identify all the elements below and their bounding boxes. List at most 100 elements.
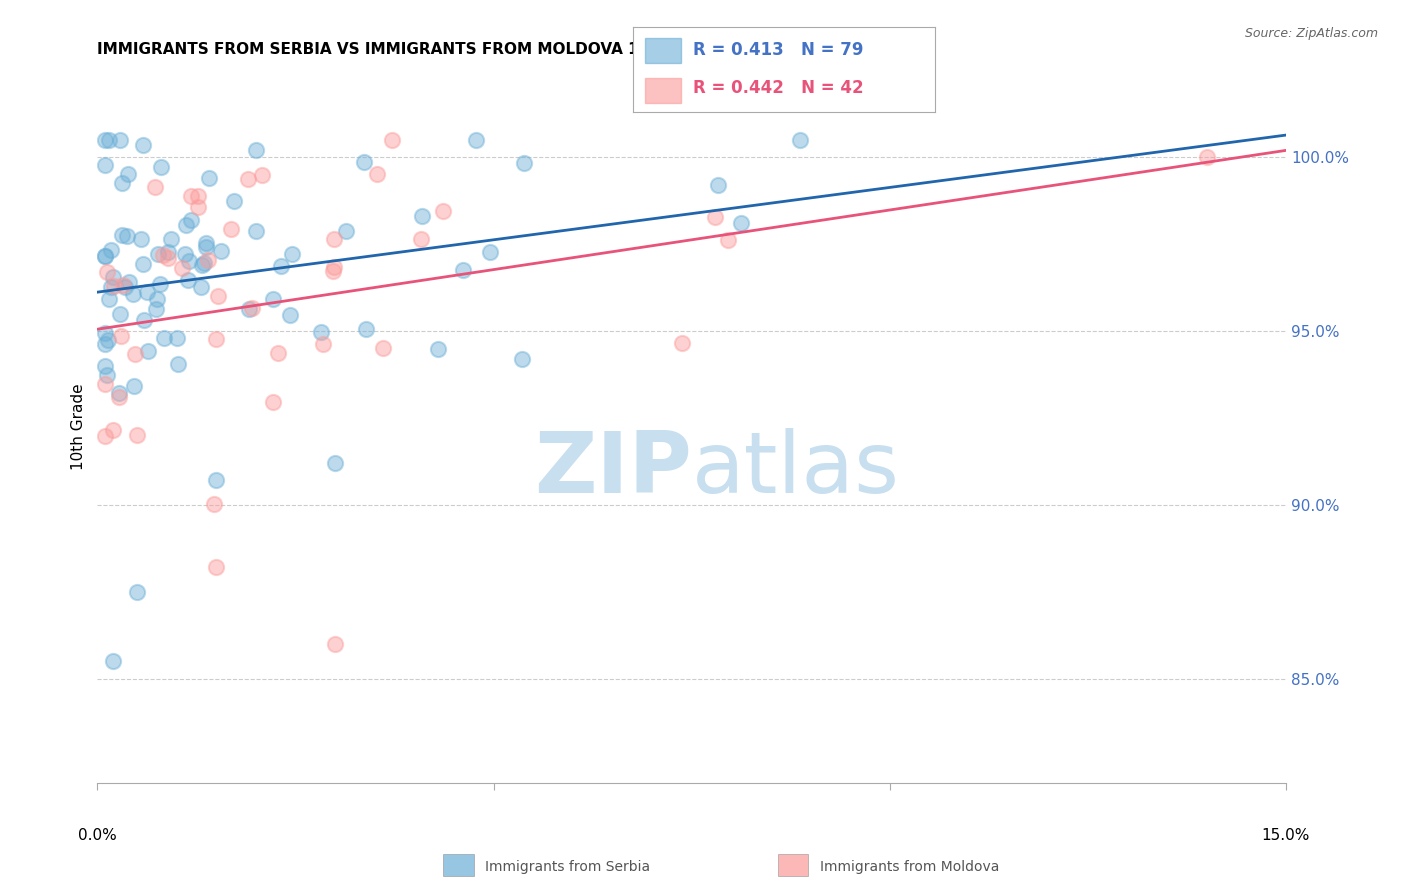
Point bbox=[240, 301, 263, 315]
Point bbox=[96, 368, 118, 383]
Point bbox=[174, 247, 197, 261]
Point bbox=[262, 292, 284, 306]
Point bbox=[124, 347, 146, 361]
Point bbox=[96, 265, 118, 279]
Point bbox=[176, 218, 198, 232]
Point bbox=[94, 359, 117, 374]
Point bbox=[94, 158, 117, 172]
Point bbox=[309, 325, 332, 339]
Point bbox=[730, 216, 752, 230]
Text: Immigrants from Serbia: Immigrants from Serbia bbox=[485, 860, 650, 874]
Point bbox=[172, 260, 194, 275]
Point bbox=[411, 232, 433, 246]
Point bbox=[205, 474, 228, 488]
Point bbox=[245, 143, 267, 157]
Point bbox=[132, 138, 155, 153]
Point bbox=[129, 232, 152, 246]
Point bbox=[124, 378, 146, 392]
Point bbox=[323, 456, 346, 470]
Point bbox=[177, 253, 200, 268]
Point bbox=[197, 252, 219, 267]
Point bbox=[110, 329, 132, 343]
Point bbox=[111, 176, 134, 190]
Point bbox=[125, 428, 148, 442]
Point bbox=[114, 280, 136, 294]
FancyBboxPatch shape bbox=[645, 78, 681, 103]
Point bbox=[149, 277, 172, 292]
Text: 0.0%: 0.0% bbox=[77, 828, 117, 843]
Point bbox=[159, 232, 181, 246]
Point bbox=[250, 168, 273, 182]
Point bbox=[187, 188, 209, 202]
Point bbox=[150, 160, 173, 174]
Point bbox=[354, 321, 377, 335]
Point bbox=[94, 133, 117, 147]
Point bbox=[94, 249, 117, 263]
Point bbox=[146, 292, 169, 306]
Point bbox=[312, 337, 335, 351]
Point bbox=[94, 249, 117, 263]
Point bbox=[366, 167, 388, 181]
Point bbox=[145, 302, 167, 317]
Point bbox=[103, 279, 125, 293]
Point bbox=[100, 280, 122, 294]
Point bbox=[157, 244, 180, 259]
Point bbox=[207, 289, 229, 303]
Point bbox=[108, 133, 131, 147]
Point bbox=[411, 210, 433, 224]
Point bbox=[136, 285, 159, 300]
Text: R = 0.442   N = 42: R = 0.442 N = 42 bbox=[693, 78, 863, 96]
Point bbox=[108, 307, 131, 321]
Text: 15.0%: 15.0% bbox=[1261, 828, 1310, 843]
Point bbox=[704, 210, 727, 224]
Point bbox=[100, 243, 122, 257]
Point bbox=[204, 332, 226, 346]
Point bbox=[108, 386, 131, 401]
Text: IMMIGRANTS FROM SERBIA VS IMMIGRANTS FROM MOLDOVA 10TH GRADE CORRELATION CHART: IMMIGRANTS FROM SERBIA VS IMMIGRANTS FRO… bbox=[97, 42, 925, 57]
Point bbox=[98, 292, 121, 306]
Text: ZIP: ZIP bbox=[534, 428, 692, 511]
Point bbox=[335, 224, 357, 238]
Point bbox=[118, 275, 141, 289]
Point bbox=[322, 264, 344, 278]
Point bbox=[97, 333, 120, 347]
Point bbox=[194, 236, 217, 251]
Point bbox=[323, 232, 346, 246]
Point bbox=[108, 391, 131, 405]
Point bbox=[427, 342, 450, 356]
Point bbox=[1195, 150, 1218, 164]
Point bbox=[221, 221, 243, 235]
Point bbox=[180, 189, 202, 203]
Text: Source: ZipAtlas.com: Source: ZipAtlas.com bbox=[1244, 27, 1378, 40]
Point bbox=[94, 376, 117, 391]
Point bbox=[156, 251, 179, 265]
Point bbox=[198, 170, 221, 185]
Point bbox=[187, 200, 209, 214]
Point bbox=[789, 133, 811, 147]
Point bbox=[132, 313, 155, 327]
Point bbox=[353, 155, 375, 169]
Point bbox=[209, 244, 232, 258]
Point bbox=[143, 180, 166, 194]
Point bbox=[148, 247, 170, 261]
Text: R = 0.413   N = 79: R = 0.413 N = 79 bbox=[693, 42, 863, 60]
Point bbox=[381, 133, 404, 147]
Point bbox=[270, 259, 292, 273]
Point bbox=[262, 394, 284, 409]
Point bbox=[132, 257, 155, 271]
Point bbox=[177, 273, 200, 287]
Point bbox=[671, 335, 693, 350]
Point bbox=[122, 287, 145, 301]
Text: Immigrants from Moldova: Immigrants from Moldova bbox=[820, 860, 1000, 874]
Point bbox=[103, 654, 125, 668]
Point bbox=[323, 260, 346, 275]
Point bbox=[101, 423, 124, 437]
Point bbox=[167, 358, 190, 372]
Point bbox=[707, 178, 730, 192]
Point bbox=[432, 203, 454, 218]
Point bbox=[195, 240, 218, 254]
Point bbox=[111, 278, 134, 293]
Point bbox=[94, 326, 117, 341]
Point bbox=[136, 343, 159, 358]
FancyBboxPatch shape bbox=[645, 37, 681, 63]
